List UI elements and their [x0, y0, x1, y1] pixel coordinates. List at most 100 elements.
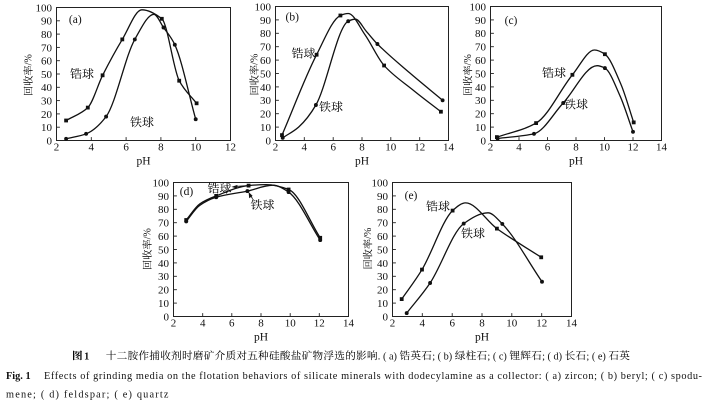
svg-text:90: 90 — [41, 16, 53, 28]
svg-text:Fig. 1: Fig. 1 — [6, 371, 31, 382]
svg-text:6: 6 — [330, 142, 336, 154]
svg-text:mene; ( d) feldspar; ( e) qu: mene; ( d) feldspar; ( e) quartz — [6, 390, 169, 401]
svg-text:14: 14 — [343, 318, 355, 330]
svg-text:90: 90 — [260, 15, 272, 27]
svg-text:; ( d): ; ( d) — [542, 351, 565, 362]
svg-text:20: 20 — [475, 109, 487, 121]
svg-text:30: 30 — [377, 271, 389, 283]
svg-text:pH: pH — [254, 331, 268, 343]
svg-text:4: 4 — [516, 142, 522, 154]
svg-text:70: 70 — [158, 218, 170, 230]
svg-text:80: 80 — [475, 28, 487, 40]
svg-text:60: 60 — [377, 231, 389, 243]
svg-text:60: 60 — [475, 55, 487, 67]
svg-text:12: 12 — [414, 142, 425, 154]
svg-text:70: 70 — [377, 218, 389, 230]
svg-text:40: 40 — [260, 82, 272, 94]
svg-text:8: 8 — [573, 142, 579, 154]
svg-text:40: 40 — [158, 258, 170, 270]
svg-text:10: 10 — [158, 298, 170, 310]
svg-text:40: 40 — [377, 258, 389, 270]
svg-text:/%: /% — [250, 53, 261, 65]
svg-text:60: 60 — [260, 55, 272, 67]
svg-text:4: 4 — [302, 142, 308, 154]
svg-text:/%: /% — [463, 54, 474, 66]
svg-text:10: 10 — [377, 298, 389, 310]
svg-text:40: 40 — [475, 82, 487, 94]
svg-text:30: 30 — [41, 96, 53, 108]
svg-text:70: 70 — [475, 42, 487, 54]
svg-text:60: 60 — [158, 231, 170, 243]
svg-text:14: 14 — [656, 142, 668, 154]
svg-text:10: 10 — [41, 122, 53, 134]
svg-text:8: 8 — [479, 318, 485, 330]
svg-text:pH: pH — [569, 156, 583, 168]
svg-text:10: 10 — [385, 142, 397, 154]
svg-text:; ( c): ; ( c) — [487, 351, 509, 362]
svg-text:30: 30 — [158, 271, 170, 283]
svg-text:10: 10 — [260, 122, 272, 134]
svg-text:4: 4 — [420, 318, 426, 330]
svg-text:100: 100 — [372, 177, 389, 189]
svg-text:Effects of grinding media on t: Effects of grinding media on the flotati… — [44, 371, 703, 382]
svg-text:0: 0 — [383, 311, 389, 323]
svg-text:14: 14 — [443, 142, 455, 154]
svg-text:0: 0 — [47, 135, 53, 147]
svg-text:70: 70 — [41, 42, 53, 54]
svg-text:10: 10 — [190, 142, 202, 154]
svg-text:90: 90 — [158, 191, 170, 203]
svg-text:100: 100 — [470, 1, 487, 13]
svg-text:40: 40 — [41, 82, 53, 94]
svg-text:/%: /% — [363, 227, 374, 239]
svg-text:. ( a): . ( a) — [378, 351, 400, 362]
svg-text:/%: /% — [143, 228, 154, 240]
svg-text:80: 80 — [377, 204, 389, 216]
svg-text:50: 50 — [260, 68, 272, 80]
svg-text:20: 20 — [41, 109, 53, 121]
svg-text:80: 80 — [41, 29, 53, 41]
svg-text:(c): (c) — [505, 15, 518, 27]
svg-text:pH: pH — [355, 156, 369, 168]
svg-text:2: 2 — [171, 318, 177, 330]
svg-text:20: 20 — [260, 109, 272, 121]
svg-text:12: 12 — [225, 142, 236, 154]
svg-text:20: 20 — [158, 285, 170, 297]
svg-text:6: 6 — [229, 318, 235, 330]
svg-text:30: 30 — [260, 95, 272, 107]
svg-text:90: 90 — [377, 191, 389, 203]
svg-text:1: 1 — [84, 351, 89, 362]
svg-text:100: 100 — [153, 177, 170, 189]
svg-text:50: 50 — [41, 69, 53, 81]
svg-text:50: 50 — [158, 244, 170, 256]
svg-text:4: 4 — [89, 142, 95, 154]
svg-text:; ( b): ; ( b) — [432, 351, 455, 362]
svg-text:14: 14 — [566, 318, 578, 330]
svg-text:10: 10 — [599, 142, 611, 154]
svg-text:(a): (a) — [69, 14, 82, 26]
svg-text:(d): (d) — [180, 186, 194, 198]
svg-text:6: 6 — [449, 318, 455, 330]
svg-text:2: 2 — [54, 142, 60, 154]
svg-text:8: 8 — [359, 142, 365, 154]
svg-text:4: 4 — [200, 318, 206, 330]
svg-text:20: 20 — [377, 285, 389, 297]
svg-text:8: 8 — [258, 318, 264, 330]
svg-text:12: 12 — [628, 142, 639, 154]
svg-text:12: 12 — [314, 318, 325, 330]
svg-text:2: 2 — [488, 142, 494, 154]
svg-text:pH: pH — [475, 331, 489, 343]
svg-text:0: 0 — [164, 311, 170, 323]
svg-text:100: 100 — [36, 2, 53, 14]
svg-text:10: 10 — [475, 122, 487, 134]
svg-text:6: 6 — [545, 142, 551, 154]
svg-text:50: 50 — [475, 68, 487, 80]
svg-text:90: 90 — [475, 15, 487, 27]
svg-text:30: 30 — [475, 95, 487, 107]
svg-text:; ( e): ; ( e) — [586, 351, 608, 362]
svg-text:50: 50 — [377, 244, 389, 256]
svg-text:10: 10 — [285, 318, 297, 330]
svg-text:0: 0 — [266, 135, 272, 147]
svg-text:12: 12 — [536, 318, 547, 330]
svg-text:(b): (b) — [285, 12, 299, 24]
svg-text:80: 80 — [158, 204, 170, 216]
